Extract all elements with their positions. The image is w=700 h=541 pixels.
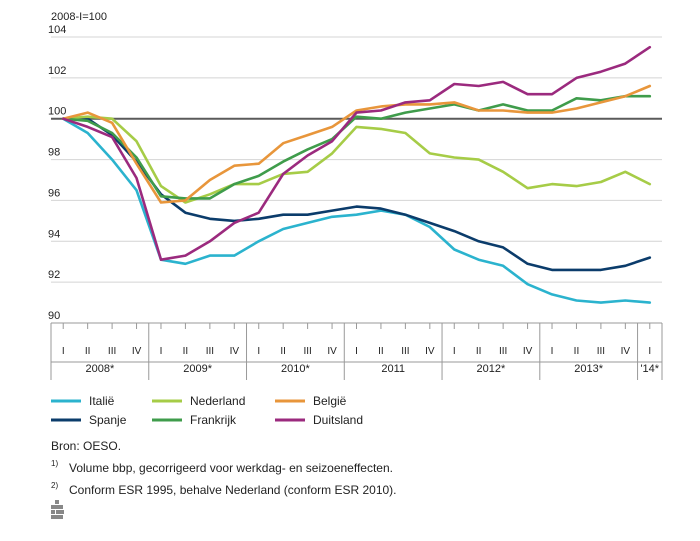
x-quarter-label: II [183, 346, 189, 357]
legend-label: Duitsland [313, 413, 363, 427]
legend-label: Nederland [190, 394, 245, 408]
series-line-duitsland [61, 45, 652, 262]
y-tick-label: 92 [48, 269, 60, 281]
y-tick-label: 102 [48, 65, 66, 77]
series-line-frankrijk [61, 94, 652, 200]
x-year-label: 2011 [381, 363, 405, 375]
x-quarter-label: IV [132, 346, 142, 357]
y-axis-ticks: 90 92 94 96 98 100 102 104 [48, 24, 66, 322]
y-unit-label: 2008-I=100 [51, 11, 107, 23]
series-lines [61, 45, 652, 304]
x-quarter-label: IV [425, 346, 435, 357]
x-quarter-label: III [303, 346, 311, 357]
x-quarter-label: I [551, 346, 554, 357]
x-quarter-label: I [160, 346, 163, 357]
x-year-label: 2010* [281, 363, 310, 375]
footnote-2: 2) Conform ESR 1995, behalve Nederland (… [51, 479, 397, 501]
x-quarter-label: IV [327, 346, 337, 357]
x-quarter-label: I [648, 346, 651, 357]
x-quarter-label: III [499, 346, 507, 357]
x-quarter-label: II [85, 346, 91, 357]
x-quarter-label: III [401, 346, 409, 357]
series-line-nederland [61, 115, 652, 204]
y-tick-label: 104 [48, 24, 66, 36]
series-line-belgi [61, 84, 652, 204]
x-quarter-label: III [597, 346, 605, 357]
x-quarter-label: II [574, 346, 580, 357]
footnote-1-text: Volume bbp, gecorrigeerd voor werkdag- e… [69, 461, 393, 475]
y-tick-label: 96 [48, 187, 60, 199]
x-quarter-label: I [62, 346, 65, 357]
legend-label: Spanje [89, 413, 127, 427]
x-quarter-label: II [280, 346, 286, 357]
y-tick-label: 98 [48, 147, 60, 159]
x-quarter-label: III [108, 346, 116, 357]
x-quarter-label: IV [230, 346, 240, 357]
legend-label: Italië [89, 394, 115, 408]
cbs-logo-icon [51, 500, 64, 519]
x-quarter-label: I [257, 346, 260, 357]
y-tick-label: 90 [48, 310, 60, 322]
grid [51, 36, 662, 324]
x-quarter-label: I [453, 346, 456, 357]
x-axis: I II III IV I II III IV I II III IV I II III IV I II III IV… [50, 322, 663, 380]
x-year-label: '14* [640, 363, 659, 375]
x-year-label: 2012* [477, 363, 506, 375]
source-text: Bron: OESO. [51, 439, 122, 453]
footnote-2-text: Conform ESR 1995, behalve Nederland (con… [69, 483, 397, 497]
legend-label: België [313, 394, 347, 408]
x-year-label: 2013* [574, 363, 603, 375]
x-quarter-label: II [378, 346, 384, 357]
x-quarter-label: IV [621, 346, 631, 357]
footer: Bron: OESO. 1) Volume bbp, gecorrigeerd … [51, 435, 397, 501]
legend-label: Frankrijk [190, 413, 237, 427]
footnote-2-number: 2) [51, 481, 59, 490]
series-line-spanje [61, 117, 652, 272]
series-line-itali [61, 117, 652, 304]
x-year-label: 2009* [183, 363, 212, 375]
footnote-1-number: 1) [51, 459, 59, 468]
x-year-label: 2008* [85, 363, 114, 375]
y-tick-label: 100 [48, 106, 66, 118]
legend: Italië Nederland België Spanje Frankrijk Duit… [51, 394, 363, 427]
x-quarter-label: I [355, 346, 358, 357]
y-tick-label: 94 [48, 228, 60, 240]
x-quarter-label: IV [523, 346, 533, 357]
x-quarter-label: III [206, 346, 214, 357]
x-quarter-label: II [476, 346, 482, 357]
footnote-1: 1) Volume bbp, gecorrigeerd voor werkdag… [51, 457, 397, 479]
